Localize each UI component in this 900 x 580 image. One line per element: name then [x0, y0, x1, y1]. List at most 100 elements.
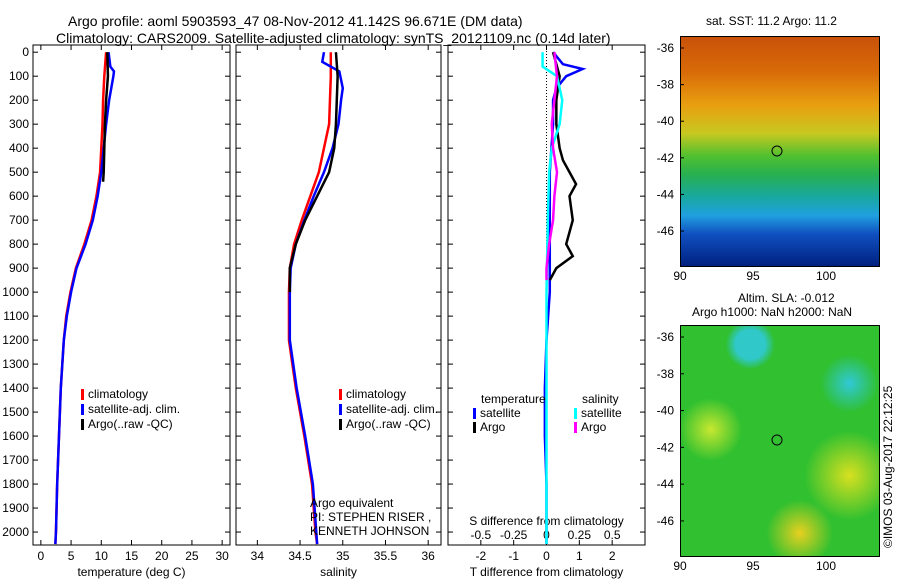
- map-y-tick-label: -46: [657, 514, 675, 528]
- map-x-tick-label: 100: [816, 269, 836, 283]
- legend-label: satellite-adj. clim.: [346, 402, 438, 416]
- y-tick-label: 500: [9, 165, 29, 179]
- legend-title-salinity: salinity: [582, 392, 619, 406]
- legend-swatch: [81, 404, 84, 415]
- y-tick-label: 300: [9, 117, 29, 131]
- x2-tick-label: -0.25: [500, 528, 528, 542]
- y-tick-label: 100: [9, 69, 29, 83]
- y-tick-label: 1200: [2, 333, 29, 347]
- x-tick-label: 1: [576, 549, 583, 563]
- sst-map: [680, 36, 880, 267]
- title-line2: Climatology: CARS2009. Satellite-adjuste…: [56, 30, 611, 46]
- map-y-tick-label: -40: [657, 404, 675, 418]
- legend-label: satellite-adj. clim.: [88, 402, 180, 416]
- panel-frame: [32, 44, 231, 546]
- x-tick-label: 20: [155, 549, 169, 563]
- y-tick-label: 1400: [2, 381, 29, 395]
- series-line-argo-raw-qc-: [101, 52, 110, 182]
- legend-swatch: [473, 408, 476, 419]
- series-line-argo-raw-qc-: [288, 52, 339, 293]
- legend-label: Argo(..raw -QC): [346, 417, 431, 431]
- y-tick-label: 800: [9, 237, 29, 251]
- map-y-tick-label: -36: [657, 330, 675, 344]
- sla-map-title1: Altim. SLA: -0.012: [738, 291, 835, 305]
- map-y-tick-label: -44: [657, 187, 675, 201]
- x-tick-label: 35: [336, 549, 350, 563]
- map-y-tick-label: -42: [657, 440, 675, 454]
- legend-swatch: [574, 422, 577, 433]
- x-tick-label: 2: [609, 549, 616, 563]
- x-axis-label: salinity: [320, 565, 357, 579]
- x-tick-label: 0: [543, 549, 550, 563]
- x-tick-label: 36: [422, 549, 436, 563]
- y-tick-label: 2000: [2, 525, 29, 539]
- y-tick-label: 1900: [2, 501, 29, 515]
- y-tick-label: 1500: [2, 405, 29, 419]
- argo-annotation-line2: PI: STEPHEN RISER , KENNETH JOHNSON: [310, 510, 432, 538]
- y-tick-label: 1700: [2, 453, 29, 467]
- argo-annotation: Argo equivalent PI: STEPHEN RISER , KENN…: [310, 496, 440, 538]
- y-tick-label: 1800: [2, 477, 29, 491]
- y-tick-label: 1300: [2, 357, 29, 371]
- sst-map-title: sat. SST: 11.2 Argo: 11.2: [706, 14, 837, 28]
- argo-annotation-line1: Argo equivalent: [310, 496, 394, 510]
- series-line-temperature-argo: [548, 51, 578, 281]
- map-y-tick-label: -38: [657, 367, 675, 381]
- legend-swatch: [339, 404, 342, 415]
- title-line1: Argo profile: aoml 5903593_47 08-Nov-201…: [68, 13, 523, 29]
- x-tick-label: -1: [508, 549, 519, 563]
- x2-tick-label: -0.5: [470, 528, 491, 542]
- y-tick-label: 200: [9, 93, 29, 107]
- series-line-salinity-argo: [545, 52, 559, 281]
- map-x-tick-label: 95: [746, 269, 760, 283]
- argo-location-marker: [771, 434, 783, 446]
- x-tick-label: 0: [38, 549, 45, 563]
- map-y-tick-label: -36: [657, 41, 675, 55]
- y-tick-label: 700: [9, 213, 29, 227]
- x-tick-label: 34: [251, 549, 265, 563]
- x-tick-label: 34.5: [288, 549, 312, 563]
- panel-frame: [235, 44, 442, 546]
- map-x-tick-label: 95: [746, 559, 760, 573]
- x-tick-label: 15: [125, 549, 139, 563]
- legend-label: satellite: [581, 406, 622, 420]
- legend-swatch: [473, 422, 476, 433]
- y-tick-label: 600: [9, 189, 29, 203]
- legend-title-temperature: temperature: [481, 392, 546, 406]
- legend-swatch: [339, 389, 342, 400]
- y-tick-label: 400: [9, 141, 29, 155]
- series-line-salinity-satellite: [541, 52, 564, 545]
- map-x-tick-label: 90: [673, 269, 687, 283]
- map-y-tick-label: -46: [657, 224, 675, 238]
- x-tick-label: -2: [475, 549, 486, 563]
- legend-label: Argo(..raw -QC): [88, 417, 173, 431]
- map-y-tick-label: -44: [657, 477, 675, 491]
- x-tick-label: 10: [95, 549, 109, 563]
- map-y-tick-label: -40: [657, 114, 675, 128]
- map-y-tick-label: -42: [657, 151, 675, 165]
- sla-map: [680, 325, 880, 557]
- x-tick-label: 25: [185, 549, 199, 563]
- y-tick-label: 1100: [3, 309, 29, 323]
- x-tick-label: 5: [68, 549, 75, 563]
- map-x-tick-label: 90: [673, 559, 687, 573]
- series-line-climatology: [54, 52, 108, 545]
- x-axis-label: temperature (deg C): [77, 565, 185, 579]
- map-x-tick-label: 100: [816, 559, 836, 573]
- y-tick-label: 1600: [2, 429, 29, 443]
- legend-label: climatology: [88, 387, 148, 401]
- legend-swatch: [81, 389, 84, 400]
- x2-tick-label: 0.5: [604, 528, 621, 542]
- legend-swatch: [574, 408, 577, 419]
- legend-label: Argo: [581, 420, 607, 434]
- x-tick-label: 35.5: [374, 549, 398, 563]
- legend-label: satellite: [480, 406, 521, 420]
- x2-tick-label: 0.25: [568, 528, 592, 542]
- y-tick-label: 900: [9, 261, 29, 275]
- sla-map-title2: Argo h1000: NaN h2000: NaN: [692, 305, 853, 319]
- legend-label: climatology: [346, 387, 406, 401]
- argo-location-marker: [771, 145, 783, 157]
- credit-text: ©IMOS 03-Aug-2017 22:12:25: [881, 385, 895, 548]
